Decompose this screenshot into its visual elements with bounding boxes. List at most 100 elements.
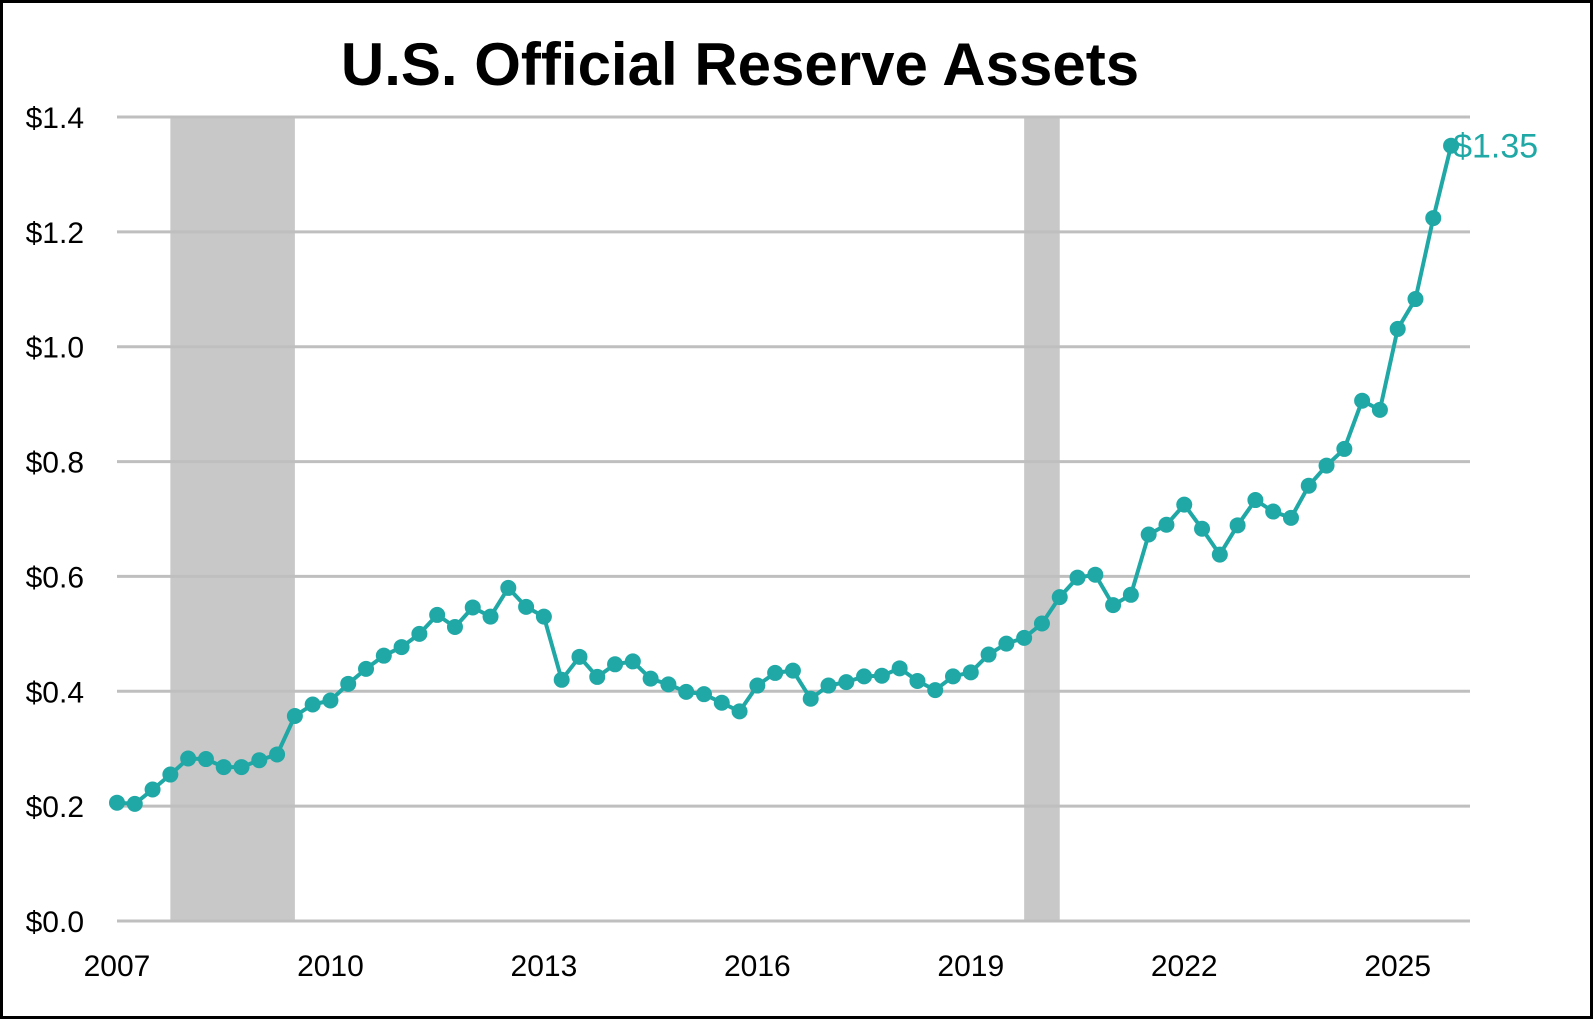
data-point [1069, 569, 1086, 586]
data-point [1336, 440, 1353, 457]
chart-title: U.S. Official Reserve Assets [341, 31, 1139, 98]
data-point [1407, 291, 1424, 308]
series-reserve-assets [109, 137, 1460, 812]
data-point [500, 579, 517, 596]
data-point [749, 677, 766, 694]
data-point [375, 647, 392, 664]
series-line [116, 145, 1454, 806]
data-point [589, 668, 606, 685]
x-tick-label: 2016 [724, 950, 791, 983]
data-point [980, 646, 997, 663]
data-point [820, 677, 837, 694]
data-point [126, 795, 143, 812]
data-point [713, 694, 730, 711]
data-point [518, 598, 535, 615]
data-point [429, 606, 446, 623]
data-point [1033, 615, 1050, 632]
data-point [1300, 477, 1317, 494]
data-point [1354, 392, 1371, 409]
data-point [624, 653, 641, 670]
shaded-periods [170, 117, 1060, 921]
data-point [304, 696, 321, 713]
data-point [873, 667, 890, 684]
shaded-period-1 [170, 117, 295, 921]
data-point [340, 675, 357, 692]
data-point [1122, 586, 1139, 603]
data-point [1211, 546, 1228, 563]
data-point [286, 707, 303, 724]
data-point [233, 759, 250, 776]
data-point [642, 670, 659, 687]
end-value-label: $1.35 [1453, 128, 1538, 166]
data-point [322, 692, 339, 709]
data-point [553, 671, 570, 688]
data-point [1425, 210, 1442, 227]
x-axis-ticks: 2007 2010 2013 2016 2019 2022 2025 [84, 950, 1431, 983]
data-point [945, 668, 962, 685]
data-point [535, 608, 552, 625]
data-point [1229, 517, 1246, 534]
data-point [767, 664, 784, 681]
y-tick-label: $1.2 [26, 217, 84, 250]
data-point [802, 690, 819, 707]
data-point [197, 751, 214, 768]
data-point [1371, 401, 1388, 418]
data-point [162, 766, 179, 783]
data-point [1194, 520, 1211, 537]
data-point [482, 608, 499, 625]
data-point [607, 656, 624, 673]
data-point [571, 648, 588, 665]
data-point [446, 618, 463, 635]
data-point [1265, 503, 1282, 520]
y-tick-label: $0.4 [26, 676, 84, 709]
data-point [358, 660, 375, 677]
y-tick-label: $0.8 [26, 447, 84, 480]
data-point [856, 668, 873, 685]
data-point [1158, 516, 1175, 533]
y-tick-label: $1.0 [26, 332, 84, 365]
data-point [180, 750, 197, 767]
x-tick-label: 2010 [297, 950, 364, 983]
data-point [1389, 320, 1406, 337]
y-tick-label: $0.0 [26, 906, 84, 939]
gridlines [117, 115, 1470, 923]
data-point [678, 683, 695, 700]
data-point [1247, 492, 1264, 509]
x-tick-label: 2019 [937, 950, 1004, 983]
y-tick-label: $0.6 [26, 561, 84, 594]
data-point [731, 703, 748, 720]
data-point [927, 682, 944, 699]
data-point [1318, 457, 1335, 474]
data-point [909, 672, 926, 689]
y-tick-label: $0.2 [26, 791, 84, 824]
x-tick-label: 2022 [1151, 950, 1218, 983]
data-point [1176, 496, 1193, 513]
data-point [251, 752, 268, 769]
data-point [464, 599, 481, 616]
data-point [695, 686, 712, 703]
y-tick-label: $1.4 [26, 102, 84, 135]
data-point [962, 664, 979, 681]
data-point [1051, 589, 1068, 606]
data-point [1105, 597, 1122, 614]
data-point [1140, 526, 1157, 543]
data-point [1443, 137, 1460, 154]
x-tick-label: 2007 [84, 950, 151, 983]
x-tick-label: 2025 [1364, 950, 1431, 983]
data-point [215, 759, 232, 776]
y-axis-ticks: $0.0 $0.2 $0.4 $0.6 $0.8 $1.0 $1.2 $1.4 [26, 102, 84, 939]
data-point [891, 660, 908, 677]
data-point [1016, 629, 1033, 646]
shaded-period-2 [1024, 117, 1060, 921]
data-point [393, 639, 410, 656]
data-point [1087, 566, 1104, 583]
data-point [269, 746, 286, 763]
data-point [144, 781, 161, 798]
data-point [838, 674, 855, 691]
data-point [784, 662, 801, 679]
x-tick-label: 2013 [511, 950, 578, 983]
data-point [998, 635, 1015, 652]
data-point [1282, 509, 1299, 526]
data-point [411, 625, 428, 642]
